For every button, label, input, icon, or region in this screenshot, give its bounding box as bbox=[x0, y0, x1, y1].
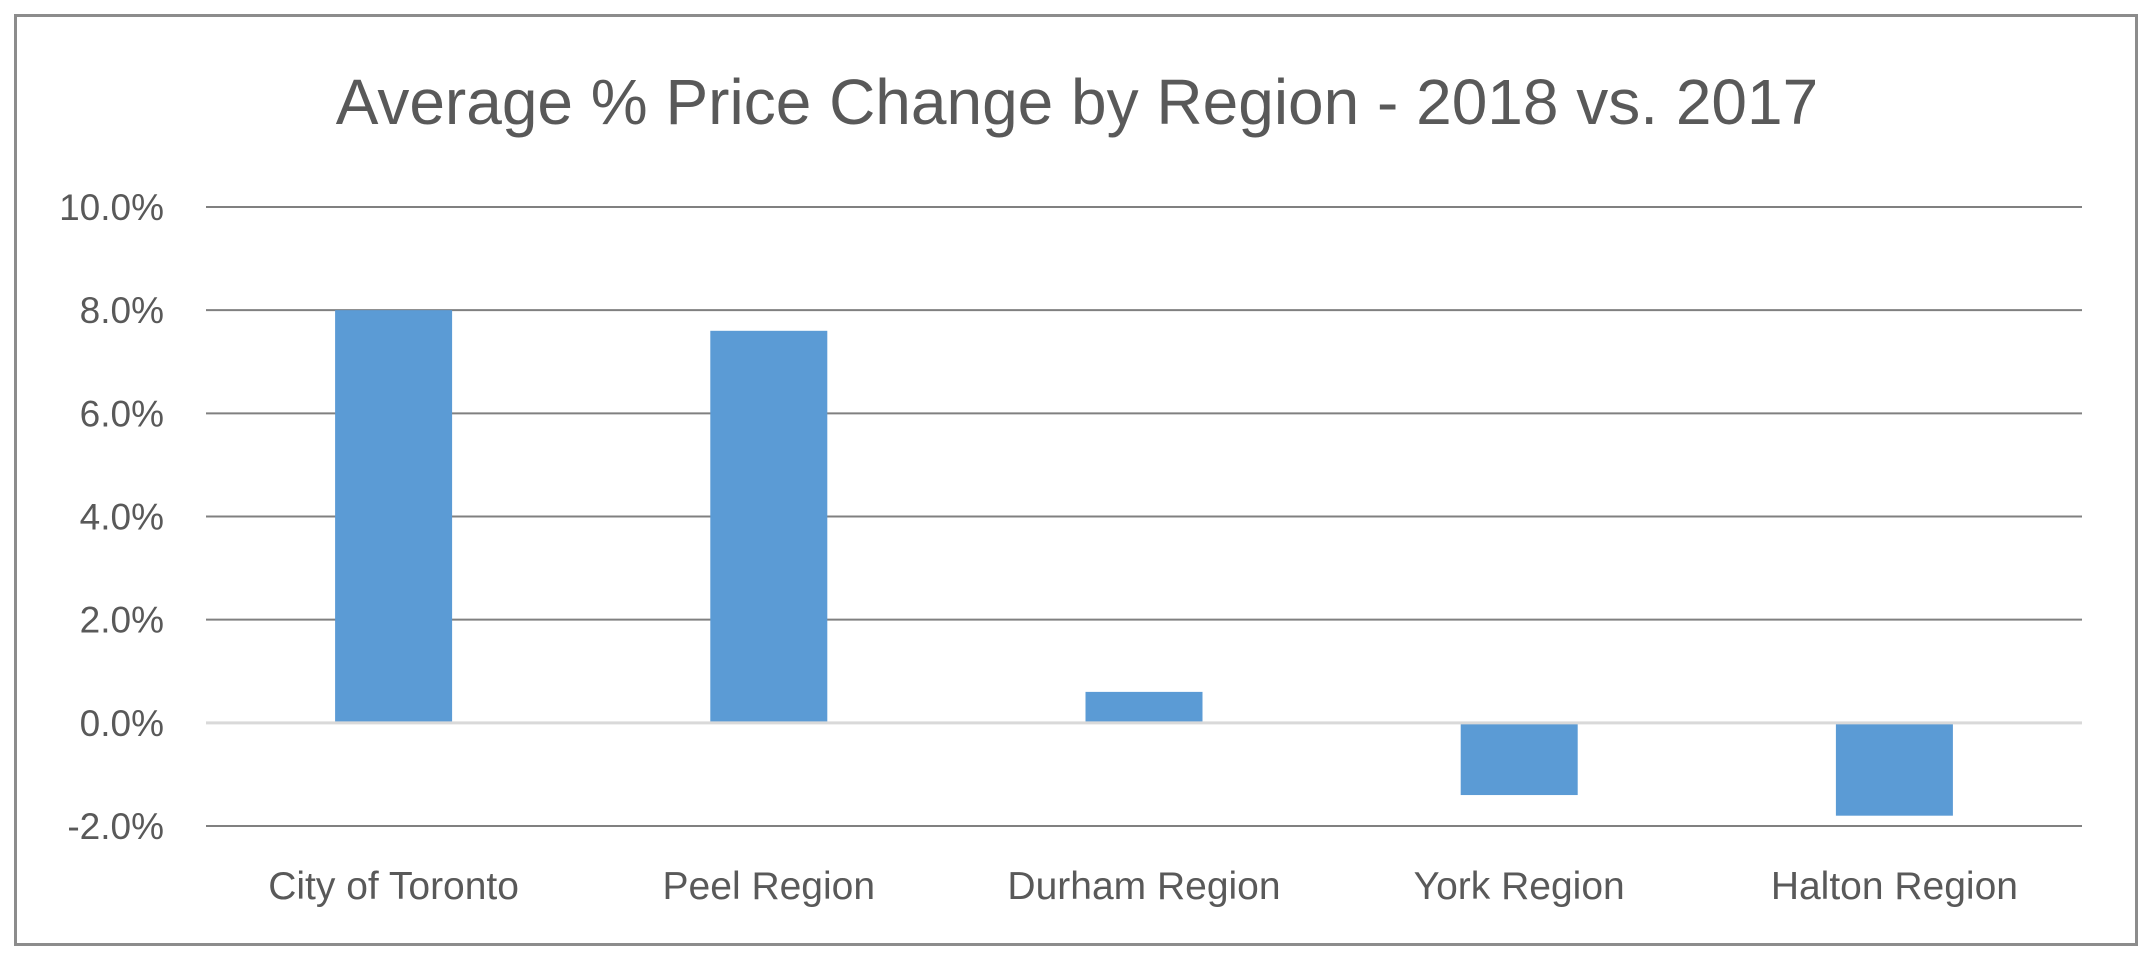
x-category-label: York Region bbox=[1414, 865, 1625, 908]
y-tick-label: 4.0% bbox=[80, 497, 164, 538]
bar bbox=[710, 330, 828, 723]
bar bbox=[1085, 691, 1203, 723]
bars bbox=[335, 310, 1953, 816]
x-category-label: Peel Region bbox=[663, 865, 875, 908]
y-tick-label: 2.0% bbox=[80, 600, 164, 641]
y-tick-label: 6.0% bbox=[80, 393, 164, 434]
y-tick-label: 10.0% bbox=[59, 187, 164, 228]
y-tick-label: 0.0% bbox=[80, 703, 164, 744]
x-category-label: Halton Region bbox=[1771, 865, 2018, 908]
y-tick-label: -2.0% bbox=[67, 806, 164, 847]
x-category-label: City of Toronto bbox=[268, 865, 519, 908]
y-tick-label: 8.0% bbox=[80, 290, 164, 331]
y-axis-ticks: 10.0% 8.0% 6.0% 4.0% 2.0% 0.0% -2.0% bbox=[59, 187, 164, 847]
bar bbox=[1460, 722, 1578, 796]
bar bbox=[335, 310, 453, 723]
chart-title: Average % Price Change by Region - 2018 … bbox=[336, 66, 1818, 138]
x-category-label: Durham Region bbox=[1007, 865, 1280, 908]
x-axis-categories: City of Toronto Peel Region Durham Region Y… bbox=[268, 865, 2018, 908]
gridlines bbox=[206, 206, 2082, 827]
bar bbox=[1835, 722, 1953, 816]
